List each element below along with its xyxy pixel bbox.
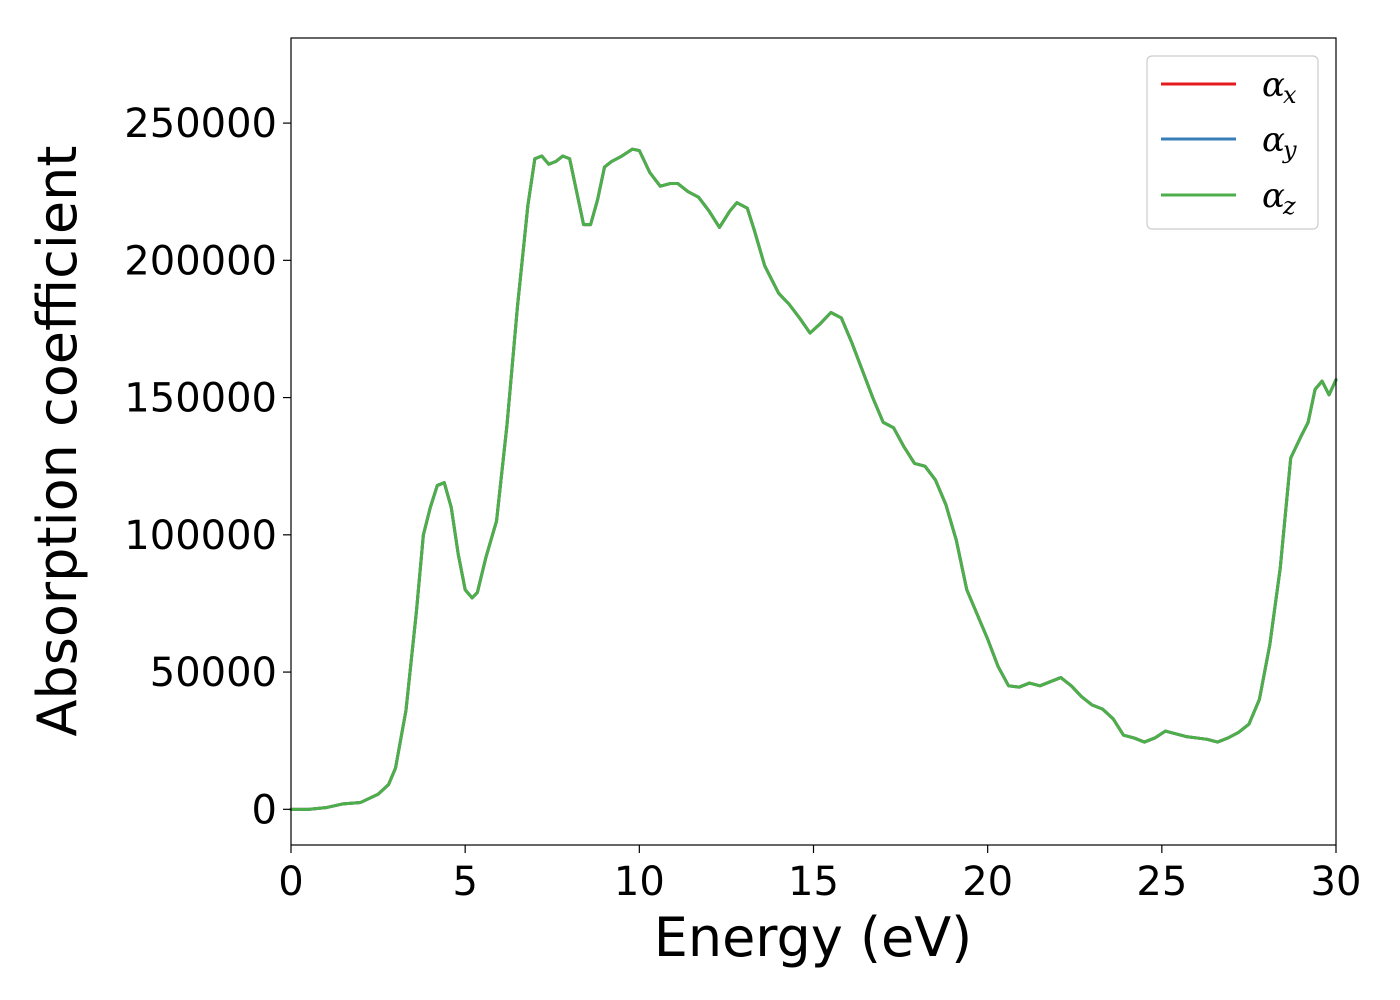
y-axis: 0 50000 100000 150000 200000 250000 [124,101,291,833]
y-tick-label: 50000 [150,650,277,696]
x-axis: 0 5 10 15 20 25 30 [278,845,1361,905]
series-line-2 [289,147,1338,811]
series-layer [289,147,1338,811]
y-axis-label: Absorption coefficient [26,146,89,737]
legend-label: α [1262,65,1285,105]
y-tick-label: 0 [252,787,277,833]
x-axis-label: Energy (eV) [654,906,973,969]
x-tick-label: 25 [1136,859,1187,905]
x-tick-label: 30 [1311,859,1362,905]
x-tick-label: 0 [278,859,303,905]
legend-label-subscript: y [1282,136,1297,164]
legend-label-subscript: z [1282,192,1296,220]
x-tick-label: 5 [452,859,477,905]
x-tick-label: 10 [614,859,665,905]
legend-label: α [1262,120,1285,160]
y-tick-label: 100000 [124,513,277,559]
y-tick-label: 250000 [124,101,277,147]
legend-box [1146,55,1319,230]
y-tick-label: 200000 [124,238,277,284]
legend-label-subscript: x [1283,81,1297,109]
legend-label: α [1262,176,1285,216]
x-tick-label: 15 [788,859,839,905]
x-tick-label: 20 [962,859,1013,905]
y-tick-label: 150000 [124,376,277,422]
